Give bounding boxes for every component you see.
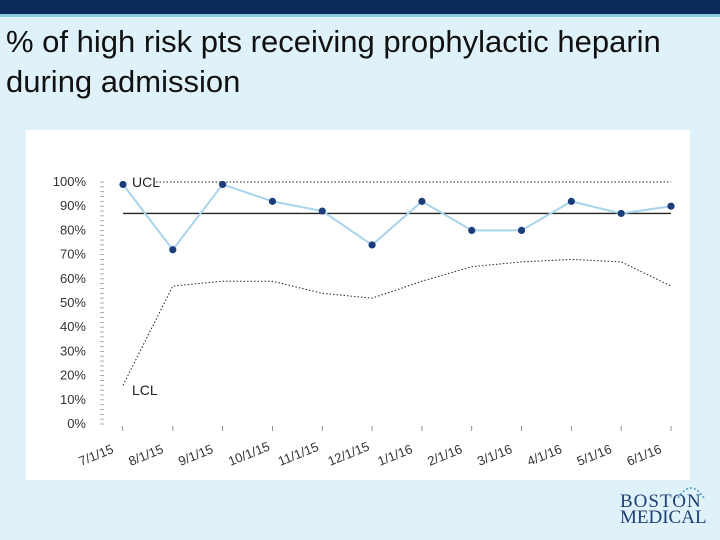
control-chart: 0% 10% 20% 30% 40% 50% 60% 70% 80% 90% 100% 7/1/15 8… bbox=[53, 174, 675, 469]
y-tick-label: 100% bbox=[53, 174, 87, 189]
data-point bbox=[318, 207, 326, 215]
lcl-label: LCL bbox=[132, 382, 158, 398]
data-point bbox=[268, 197, 277, 205]
y-tick-label: 80% bbox=[60, 222, 86, 237]
data-point bbox=[567, 197, 575, 205]
data-point bbox=[468, 226, 476, 234]
x-tick-label: 1/1/16 bbox=[375, 441, 414, 468]
data-point bbox=[667, 202, 675, 210]
data-point bbox=[517, 226, 526, 234]
y-tick-label: 40% bbox=[60, 319, 86, 334]
x-tick-label: 2/1/16 bbox=[425, 441, 464, 468]
x-tick-label: 10/1/15 bbox=[226, 439, 272, 469]
y-tick-label: 30% bbox=[60, 343, 86, 358]
logo-text-boston: BOSTON bbox=[620, 491, 702, 512]
x-tick-label: 7/1/15 bbox=[77, 441, 116, 468]
ucl-label: UCL bbox=[132, 174, 160, 190]
data-point bbox=[119, 180, 127, 189]
top-banner bbox=[0, 0, 720, 14]
x-tick-label: 4/1/16 bbox=[525, 441, 564, 468]
data-point bbox=[219, 180, 227, 189]
data-point bbox=[169, 246, 177, 254]
logo-arc-mark bbox=[677, 487, 705, 499]
y-tick-label: 50% bbox=[60, 295, 86, 310]
chart-panel: 0% 10% 20% 30% 40% 50% 60% 70% 80% 90% 100% 7/1/15 8… bbox=[26, 130, 690, 480]
y-tick-label: 90% bbox=[60, 198, 86, 213]
x-tick-label: 11/1/15 bbox=[276, 439, 321, 469]
y-tick-label: 10% bbox=[60, 392, 86, 407]
x-tick-label: 6/1/16 bbox=[625, 441, 664, 468]
x-tick-label: 9/1/15 bbox=[176, 441, 215, 468]
slide-title: % of high risk pts receiving prophylacti… bbox=[6, 24, 661, 99]
x-tick-label: 3/1/16 bbox=[475, 441, 514, 468]
x-tick-label: 5/1/16 bbox=[575, 441, 614, 468]
data-point bbox=[368, 241, 376, 249]
y-tick-label: 60% bbox=[60, 271, 86, 286]
x-tick-label: 12/1/15 bbox=[326, 439, 372, 469]
y-tick-label: 70% bbox=[60, 247, 86, 262]
y-tick-label: 20% bbox=[60, 368, 86, 383]
series-line bbox=[122, 183, 672, 252]
x-tick-label: 8/1/15 bbox=[126, 441, 165, 468]
boston-medical-logo: BOSTON MEDICAL bbox=[614, 480, 714, 530]
y-tick-label: 0% bbox=[67, 416, 86, 431]
top-accent-line bbox=[0, 14, 720, 17]
data-point bbox=[617, 209, 625, 218]
data-point bbox=[418, 197, 426, 205]
logo-text-medical: MEDICAL bbox=[620, 507, 707, 528]
x-axis-tick bbox=[121, 425, 124, 432]
lcl-line bbox=[122, 258, 672, 386]
